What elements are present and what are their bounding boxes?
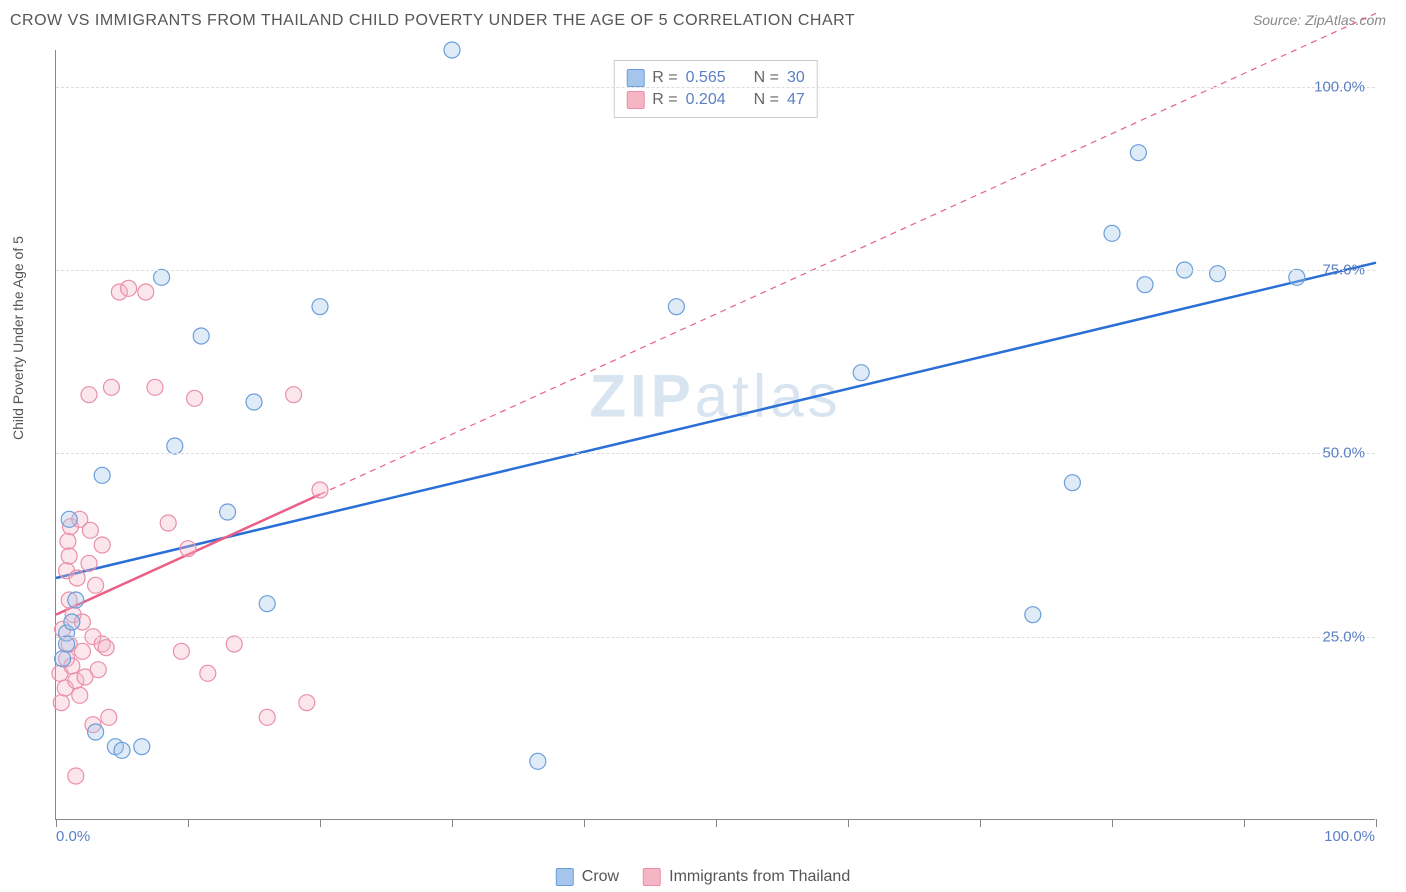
x-tick <box>716 819 717 827</box>
data-point <box>90 662 106 678</box>
x-tick-label: 0.0% <box>56 828 90 845</box>
data-point <box>154 269 170 285</box>
data-point <box>853 365 869 381</box>
data-point <box>94 537 110 553</box>
data-point <box>286 387 302 403</box>
trend-line-dashed <box>320 13 1376 494</box>
data-point <box>530 753 546 769</box>
data-point <box>259 709 275 725</box>
data-point <box>88 577 104 593</box>
gridline-h <box>56 453 1375 454</box>
data-point <box>312 482 328 498</box>
data-point <box>53 695 69 711</box>
chart-title: CROW VS IMMIGRANTS FROM THAILAND CHILD P… <box>10 12 855 30</box>
data-point <box>101 709 117 725</box>
x-tick <box>452 819 453 827</box>
data-point <box>74 643 90 659</box>
data-point <box>1137 277 1153 293</box>
gridline-h <box>56 87 1375 88</box>
x-tick <box>980 819 981 827</box>
data-point <box>103 379 119 395</box>
data-point <box>1104 225 1120 241</box>
x-tick <box>56 819 57 827</box>
data-point <box>200 665 216 681</box>
data-point <box>147 379 163 395</box>
data-point <box>82 522 98 538</box>
legend-item-thailand: Immigrants from Thailand <box>643 868 850 886</box>
data-point <box>173 643 189 659</box>
data-point <box>68 592 84 608</box>
data-point <box>187 390 203 406</box>
bottom-legend: Crow Immigrants from Thailand <box>556 868 850 886</box>
trend-line <box>56 263 1376 578</box>
data-point <box>88 724 104 740</box>
x-tick <box>848 819 849 827</box>
y-axis-label: Child Poverty Under the Age of 5 <box>10 236 26 440</box>
data-point <box>1210 266 1226 282</box>
swatch-crow <box>556 868 574 886</box>
data-point <box>98 640 114 656</box>
data-point <box>180 541 196 557</box>
data-point <box>668 299 684 315</box>
data-point <box>55 651 71 667</box>
data-point <box>69 570 85 586</box>
data-point <box>81 555 97 571</box>
swatch-thailand <box>643 868 661 886</box>
data-point <box>121 280 137 296</box>
data-point <box>312 299 328 315</box>
data-point <box>64 614 80 630</box>
data-point <box>60 533 76 549</box>
data-point <box>81 387 97 403</box>
legend-item-crow: Crow <box>556 868 619 886</box>
gridline-h <box>56 270 1375 271</box>
x-tick-label: 100.0% <box>1324 828 1375 845</box>
data-point <box>1025 607 1041 623</box>
data-point <box>1064 475 1080 491</box>
data-point <box>1130 145 1146 161</box>
chart-container: CROW VS IMMIGRANTS FROM THAILAND CHILD P… <box>0 0 1406 892</box>
data-point <box>68 768 84 784</box>
data-point <box>138 284 154 300</box>
data-point <box>193 328 209 344</box>
data-point <box>134 739 150 755</box>
data-point <box>259 596 275 612</box>
y-tick-label: 100.0% <box>1314 78 1365 95</box>
legend-label-crow: Crow <box>582 868 619 886</box>
data-point <box>61 548 77 564</box>
data-point <box>160 515 176 531</box>
y-tick-label: 75.0% <box>1322 262 1365 279</box>
x-tick <box>584 819 585 827</box>
data-point <box>61 511 77 527</box>
data-point <box>226 636 242 652</box>
source-label: Source: ZipAtlas.com <box>1253 12 1386 28</box>
data-point <box>167 438 183 454</box>
y-tick-label: 50.0% <box>1322 445 1365 462</box>
x-tick <box>1244 819 1245 827</box>
data-point <box>1289 269 1305 285</box>
plot-area: ZIPatlas R = 0.565 N = 30 R = 0.204 N = … <box>55 50 1375 820</box>
x-tick <box>1112 819 1113 827</box>
x-tick <box>1376 819 1377 827</box>
data-point <box>94 467 110 483</box>
data-point <box>114 742 130 758</box>
data-point <box>246 394 262 410</box>
data-point <box>220 504 236 520</box>
data-point <box>299 695 315 711</box>
x-tick <box>188 819 189 827</box>
data-point <box>444 42 460 58</box>
gridline-h <box>56 637 1375 638</box>
y-tick-label: 25.0% <box>1322 628 1365 645</box>
plot-svg <box>56 50 1375 819</box>
legend-label-thailand: Immigrants from Thailand <box>669 868 850 886</box>
data-point <box>59 636 75 652</box>
x-tick <box>320 819 321 827</box>
data-point <box>72 687 88 703</box>
